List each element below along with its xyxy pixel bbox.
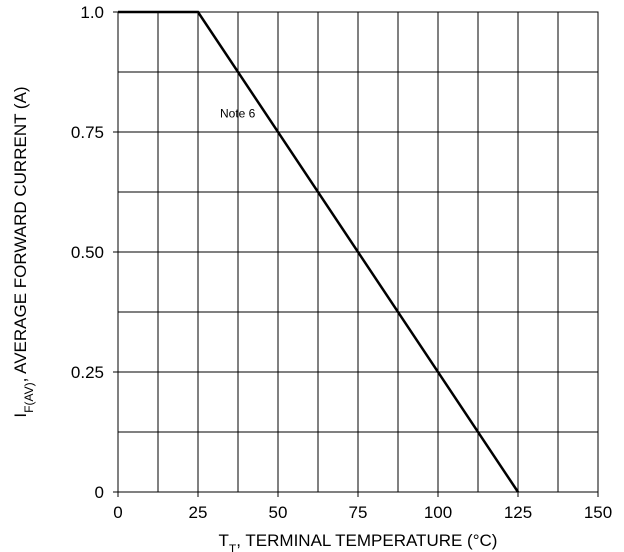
x-tick-label: 50: [269, 503, 288, 522]
x-axis-title: TT, TERMINAL TEMPERATURE (°C): [219, 531, 498, 552]
y-tick-label: 0: [95, 483, 104, 502]
y-axis-title-main: I: [11, 413, 30, 418]
y-tick-label: 0.75: [71, 123, 104, 142]
tick-labels: 0 25 50 75 100 125 150 0 0.25 0.50 0.75 1.0: [71, 3, 612, 522]
y-tick-label: 1.0: [80, 3, 104, 22]
y-tick-label: 0.25: [71, 363, 104, 382]
x-tick-label: 100: [424, 503, 452, 522]
y-axis-title-sub: F(AV): [22, 382, 36, 412]
x-tick-label: 0: [113, 503, 122, 522]
x-axis-title-rest: , TERMINAL TEMPERATURE (°C): [236, 531, 497, 550]
y-axis-title: IF(AV), AVERAGE FORWARD CURRENT (A): [11, 86, 36, 417]
annotations: Note 6: [220, 107, 256, 121]
plot-frame: [117, 11, 599, 493]
y-axis-title-rest: , AVERAGE FORWARD CURRENT (A): [11, 86, 30, 382]
x-tick-label: 150: [584, 503, 612, 522]
note-annotation: Note 6: [220, 107, 256, 121]
x-tick-label: 25: [189, 503, 208, 522]
x-axis-title-sub: T: [229, 542, 237, 552]
x-axis-title-main: T: [219, 531, 229, 550]
x-tick-label: 125: [504, 503, 532, 522]
y-tick-label: 0.50: [71, 243, 104, 262]
x-tick-label: 75: [349, 503, 368, 522]
